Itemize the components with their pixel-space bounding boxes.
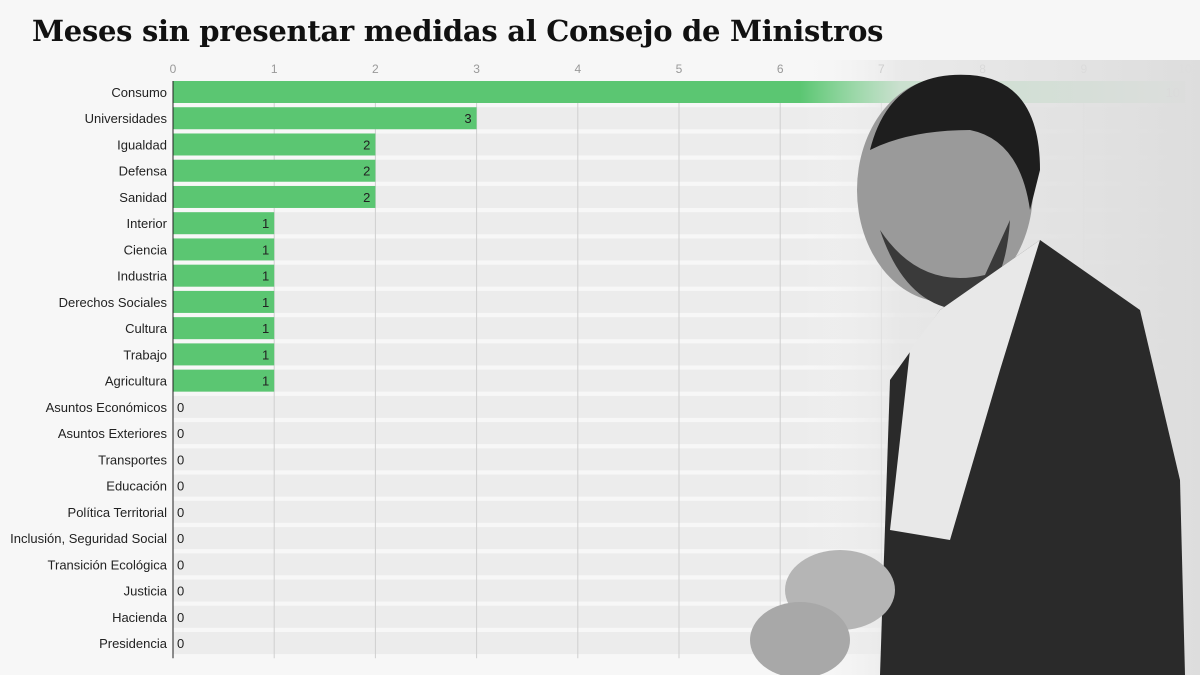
value-label: 2: [363, 137, 370, 152]
value-label: 1: [262, 347, 269, 362]
category-label: Inclusión, Seguridad Social: [10, 531, 167, 546]
chart-title: Meses sin presentar medidas al Consejo d…: [32, 14, 884, 48]
category-label: Presidencia: [99, 636, 168, 651]
category-label: Defensa: [119, 164, 168, 179]
value-label: 0: [177, 584, 184, 599]
category-label: Sanidad: [119, 190, 167, 205]
bar: [173, 212, 275, 235]
category-label: Igualdad: [117, 137, 167, 152]
value-label: 1: [262, 216, 269, 231]
x-tick-label: 6: [777, 62, 784, 76]
x-tick-label: 3: [473, 62, 480, 76]
value-label: 0: [177, 426, 184, 441]
category-label: Agricultura: [105, 374, 168, 389]
bar: [173, 343, 275, 366]
x-tick-label: 4: [574, 62, 581, 76]
bar: [173, 290, 275, 313]
category-label: Asuntos Exteriores: [58, 426, 168, 441]
value-label: 1: [262, 242, 269, 257]
value-label: 0: [177, 610, 184, 625]
category-label: Trabajo: [123, 347, 167, 362]
value-label: 0: [177, 479, 184, 494]
category-label: Interior: [127, 216, 168, 231]
person-photo: [750, 60, 1200, 675]
x-tick-label: 0: [170, 62, 177, 76]
value-label: 1: [262, 269, 269, 284]
category-label: Ciencia: [124, 242, 168, 257]
bar: [173, 238, 275, 261]
value-label: 0: [177, 400, 184, 415]
x-tick-label: 5: [676, 62, 683, 76]
category-label: Transición Ecológica: [48, 557, 168, 572]
category-label: Transportes: [98, 452, 167, 467]
bar: [173, 369, 275, 392]
value-label: 1: [262, 321, 269, 336]
category-label: Educación: [106, 479, 167, 494]
value-label: 2: [363, 164, 370, 179]
value-label: 3: [464, 111, 471, 126]
value-label: 1: [262, 295, 269, 310]
category-label: Derechos Sociales: [59, 295, 168, 310]
category-label: Consumo: [111, 85, 167, 100]
bar: [173, 317, 275, 340]
bar: [173, 107, 477, 130]
value-label: 1: [262, 374, 269, 389]
category-label: Justicia: [124, 584, 168, 599]
value-label: 0: [177, 636, 184, 651]
category-label: Hacienda: [112, 610, 168, 625]
category-label: Industria: [117, 269, 168, 284]
x-tick-label: 2: [372, 62, 379, 76]
value-label: 0: [177, 531, 184, 546]
category-label: Cultura: [125, 321, 168, 336]
bar: [173, 185, 376, 208]
category-label: Política Territorial: [68, 505, 168, 520]
category-label: Asuntos Económicos: [46, 400, 168, 415]
value-label: 0: [177, 557, 184, 572]
bar: [173, 133, 376, 156]
bar: [173, 159, 376, 182]
bar: [173, 264, 275, 287]
value-label: 0: [177, 452, 184, 467]
value-label: 2: [363, 190, 370, 205]
x-tick-label: 1: [271, 62, 278, 76]
category-label: Universidades: [85, 111, 168, 126]
value-label: 0: [177, 505, 184, 520]
